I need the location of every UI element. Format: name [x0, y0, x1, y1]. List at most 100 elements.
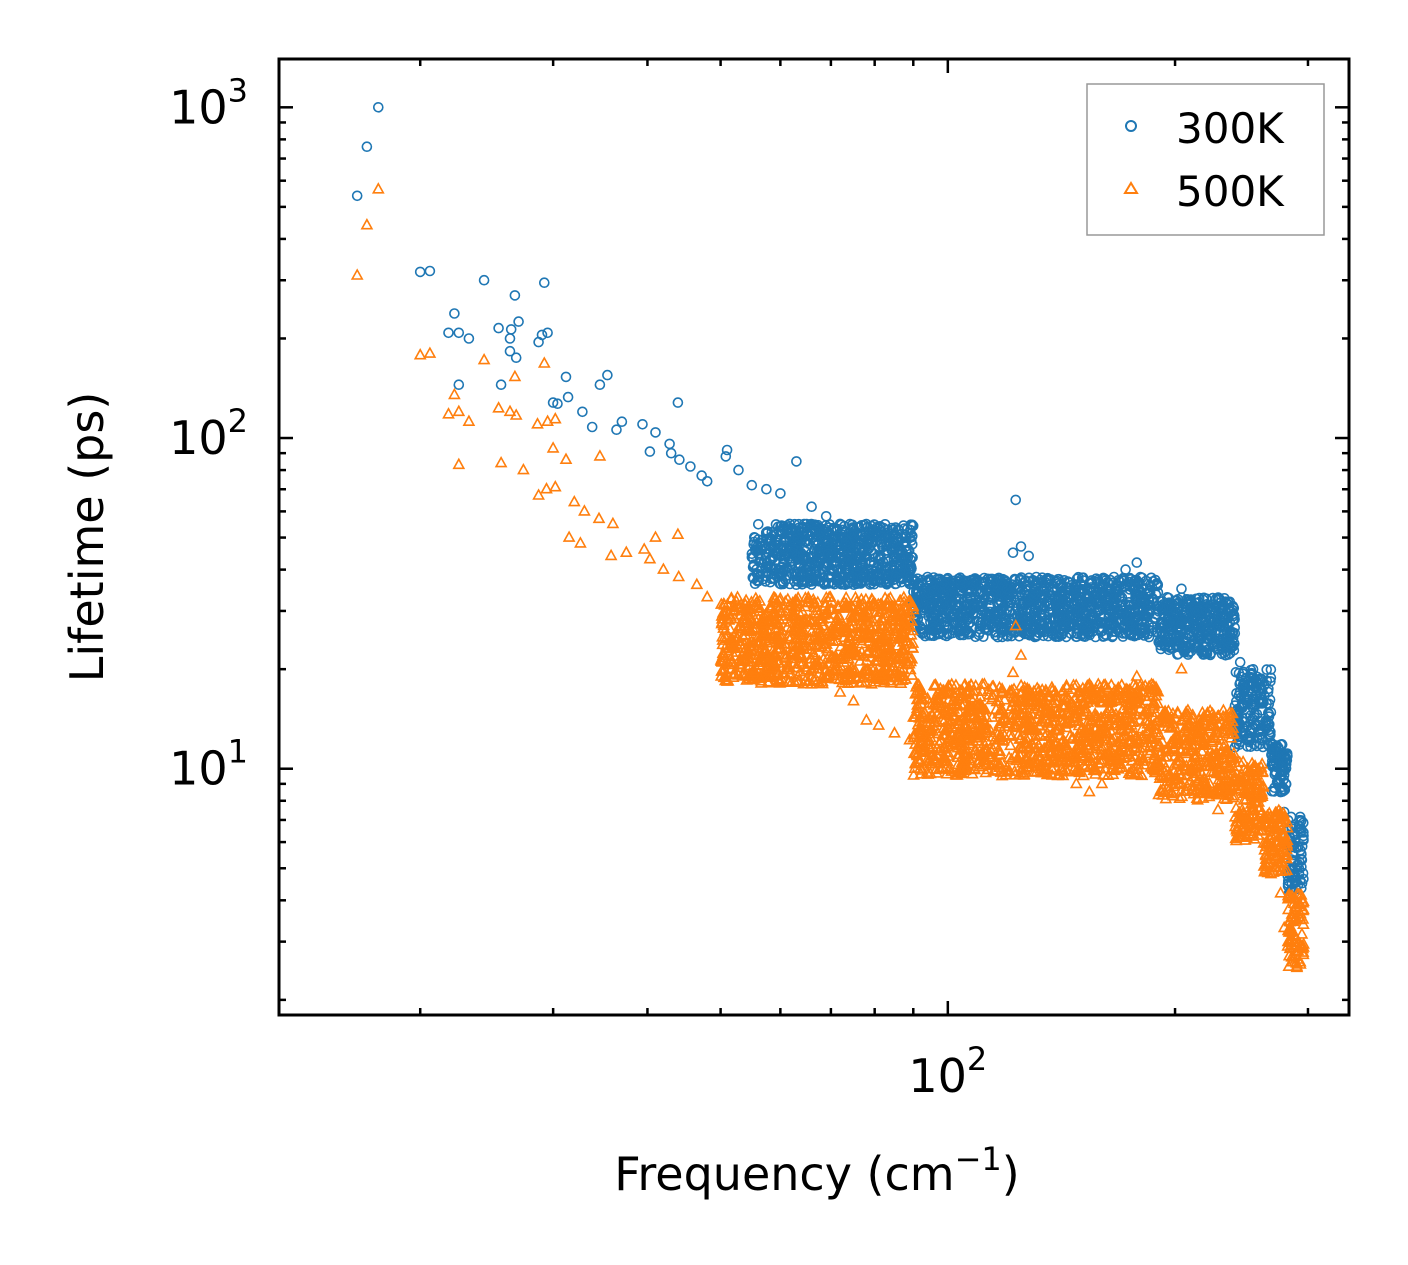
data-point-300k — [1081, 624, 1092, 636]
data-point-300k — [1212, 620, 1224, 632]
data-point-500k — [1124, 768, 1138, 780]
data-point-300k — [1291, 860, 1303, 871]
data-point-300k — [866, 526, 878, 538]
data-point-300k — [1043, 606, 1054, 618]
data-point-300k — [1200, 647, 1211, 659]
data-point-300k — [562, 391, 574, 403]
data-point-300k — [803, 534, 814, 546]
data-point-300k — [1262, 720, 1274, 732]
data-point-500k — [747, 665, 761, 678]
data-point-300k — [877, 541, 888, 553]
data-point-500k — [947, 687, 961, 699]
data-point-500k — [804, 677, 818, 689]
data-point-300k — [760, 562, 772, 573]
data-point-300k — [1294, 874, 1306, 886]
data-point-500k — [982, 688, 996, 700]
data-point-300k — [939, 596, 950, 607]
data-point-500k — [974, 728, 988, 740]
data-point-300k — [1123, 576, 1135, 588]
data-point-500k — [920, 716, 934, 728]
data-point-300k — [1265, 737, 1277, 748]
data-point-500k — [1149, 683, 1163, 696]
data-point-500k — [795, 628, 809, 640]
data-point-300k — [453, 379, 465, 391]
data-point-300k — [848, 529, 859, 541]
data-point-500k — [826, 628, 840, 641]
data-point-300k — [975, 620, 987, 631]
data-point-300k — [674, 454, 685, 466]
data-point-500k — [743, 658, 757, 671]
data-point-500k — [1133, 702, 1147, 714]
data-point-300k — [808, 556, 820, 568]
data-point-300k — [1077, 607, 1088, 619]
data-point-500k — [860, 653, 874, 666]
data-point-300k — [785, 524, 797, 536]
data-point-500k — [756, 616, 769, 628]
data-point-300k — [861, 535, 872, 546]
data-point-500k — [841, 676, 855, 688]
data-point-500k — [808, 648, 821, 660]
data-point-500k — [752, 638, 765, 650]
data-point-300k — [976, 601, 987, 613]
data-point-500k — [1125, 686, 1139, 698]
data-point-300k — [547, 397, 559, 408]
data-point-300k — [1147, 576, 1159, 587]
data-point-300k — [1071, 595, 1082, 606]
data-point-300k — [1289, 877, 1301, 889]
data-point-300k — [1062, 576, 1074, 587]
data-point-300k — [509, 290, 521, 301]
data-point-300k — [701, 475, 713, 487]
data-point-500k — [756, 625, 770, 638]
data-point-500k — [813, 676, 827, 688]
data-point-500k — [900, 654, 914, 666]
data-point-500k — [813, 654, 826, 666]
data-point-300k — [1031, 579, 1043, 590]
data-point-300k — [1198, 649, 1209, 660]
data-point-500k — [845, 610, 859, 622]
data-point-500k — [1104, 678, 1118, 690]
data-point-300k — [1041, 596, 1052, 607]
data-point-500k — [1076, 695, 1090, 708]
data-point-500k — [1080, 688, 1094, 700]
data-point-500k — [1147, 697, 1161, 709]
data-point-500k — [851, 628, 865, 641]
data-point-300k — [1278, 783, 1289, 795]
data-point-500k — [1078, 760, 1092, 773]
data-point-300k — [504, 333, 516, 344]
data-point-300k — [1182, 596, 1194, 608]
data-point-500k — [1031, 711, 1044, 724]
data-point-500k — [1025, 707, 1039, 720]
data-point-300k — [1122, 612, 1133, 624]
data-point-300k — [1101, 630, 1112, 641]
data-point-300k — [1010, 494, 1022, 506]
data-point-500k — [930, 741, 944, 753]
data-point-500k — [986, 679, 1000, 691]
data-point-300k — [775, 488, 786, 499]
data-point-500k — [787, 646, 800, 658]
data-point-300k — [914, 620, 926, 632]
data-point-500k — [998, 693, 1011, 705]
data-point-300k — [1005, 594, 1017, 605]
data-point-500k — [1140, 703, 1154, 715]
data-point-500k — [781, 660, 795, 672]
data-point-500k — [933, 743, 946, 756]
data-point-500k — [866, 619, 880, 631]
data-point-300k — [542, 327, 553, 339]
data-point-300k — [883, 530, 895, 542]
data-point-500k — [1075, 691, 1089, 703]
data-point-300k — [1052, 604, 1064, 616]
data-point-300k — [939, 620, 950, 631]
data-point-500k — [851, 604, 865, 616]
data-point-300k — [801, 518, 812, 530]
data-point-500k — [1087, 760, 1101, 773]
data-point-500k — [736, 669, 750, 681]
data-point-300k — [770, 519, 782, 530]
data-point-300k — [1211, 613, 1223, 624]
data-point-500k — [838, 672, 851, 684]
data-point-500k — [1081, 715, 1095, 727]
data-point-500k — [767, 628, 781, 641]
data-point-500k — [821, 644, 834, 656]
data-point-300k — [761, 483, 772, 495]
data-point-500k — [1045, 714, 1059, 727]
data-point-500k — [878, 673, 892, 686]
